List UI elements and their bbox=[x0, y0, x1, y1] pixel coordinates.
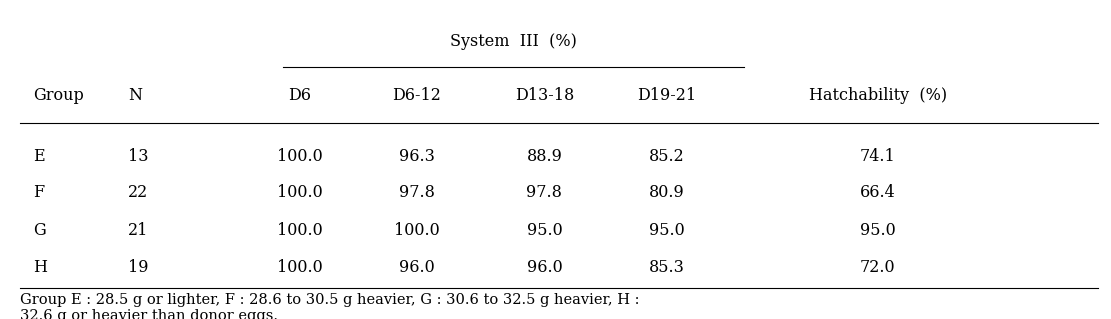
Text: 66.4: 66.4 bbox=[860, 184, 895, 202]
Text: 100.0: 100.0 bbox=[277, 258, 323, 276]
Text: H: H bbox=[33, 258, 48, 276]
Text: D19-21: D19-21 bbox=[637, 87, 697, 104]
Text: 100.0: 100.0 bbox=[277, 222, 323, 239]
Text: 22: 22 bbox=[128, 184, 148, 202]
Text: 13: 13 bbox=[128, 148, 148, 165]
Text: 100.0: 100.0 bbox=[277, 148, 323, 165]
Text: 97.8: 97.8 bbox=[399, 184, 434, 202]
Text: 74.1: 74.1 bbox=[860, 148, 895, 165]
Text: 95.0: 95.0 bbox=[649, 222, 684, 239]
Text: 96.3: 96.3 bbox=[399, 148, 434, 165]
Text: F: F bbox=[33, 184, 44, 202]
Text: 21: 21 bbox=[128, 222, 148, 239]
Text: 85.2: 85.2 bbox=[649, 148, 684, 165]
Text: 95.0: 95.0 bbox=[527, 222, 562, 239]
Text: 19: 19 bbox=[128, 258, 148, 276]
Text: 96.0: 96.0 bbox=[399, 258, 434, 276]
Text: G: G bbox=[33, 222, 46, 239]
Text: 85.3: 85.3 bbox=[649, 258, 684, 276]
Text: Group: Group bbox=[33, 87, 84, 104]
Text: 95.0: 95.0 bbox=[860, 222, 895, 239]
Text: 97.8: 97.8 bbox=[527, 184, 562, 202]
Text: 100.0: 100.0 bbox=[393, 222, 440, 239]
Text: D13-18: D13-18 bbox=[514, 87, 574, 104]
Text: 32.6 g or heavier than donor eggs.: 32.6 g or heavier than donor eggs. bbox=[20, 309, 278, 319]
Text: System  III  (%): System III (%) bbox=[450, 33, 578, 50]
Text: 96.0: 96.0 bbox=[527, 258, 562, 276]
Text: Hatchability  (%): Hatchability (%) bbox=[809, 87, 947, 104]
Text: 80.9: 80.9 bbox=[649, 184, 684, 202]
Text: E: E bbox=[33, 148, 44, 165]
Text: 72.0: 72.0 bbox=[860, 258, 895, 276]
Text: Group E : 28.5 g or lighter, F : 28.6 to 30.5 g heavier, G : 30.6 to 32.5 g heav: Group E : 28.5 g or lighter, F : 28.6 to… bbox=[20, 293, 640, 307]
Text: 88.9: 88.9 bbox=[527, 148, 562, 165]
Text: D6-12: D6-12 bbox=[392, 87, 441, 104]
Text: D6: D6 bbox=[289, 87, 311, 104]
Text: 100.0: 100.0 bbox=[277, 184, 323, 202]
Text: N: N bbox=[128, 87, 142, 104]
